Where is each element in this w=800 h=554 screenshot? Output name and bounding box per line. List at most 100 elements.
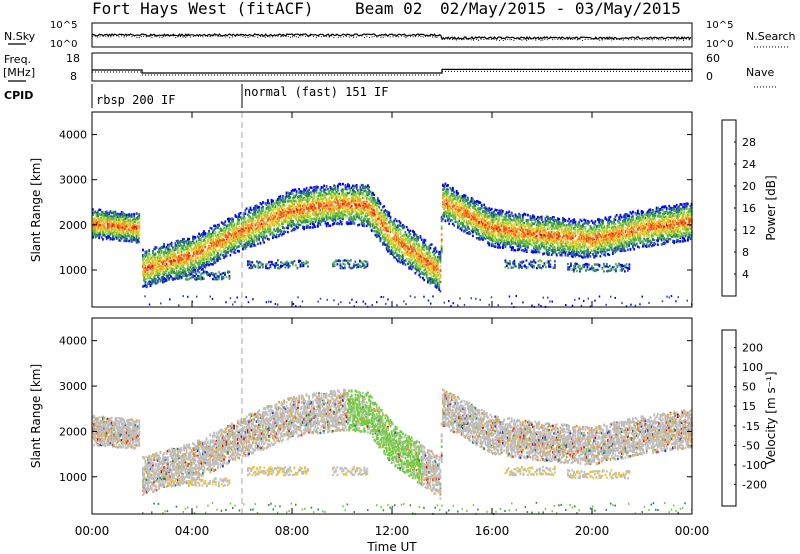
scatter-cell: [195, 236, 197, 238]
scatter-cell: [212, 235, 214, 237]
nsearch-tick-high: 10^5: [706, 20, 733, 31]
scatter-cell: [220, 254, 222, 256]
cpid-label: CPID: [4, 89, 33, 102]
scatter-cell: [131, 215, 133, 217]
scatter-cell: [157, 280, 159, 282]
scatter-cell: [181, 251, 183, 253]
scatter-cell: [136, 213, 138, 215]
scatter-cell: [146, 285, 148, 287]
scatter-cell: [138, 213, 140, 215]
scatter-cell: [146, 251, 148, 253]
scatter-cell: [145, 281, 147, 283]
scatter-cell: [101, 236, 103, 238]
scatter-cell: [218, 224, 220, 226]
power-scatter-cells: [92, 183, 693, 308]
scatter-cell: [207, 242, 209, 244]
date-range: 02/May/2015 - 03/May/2015: [440, 0, 681, 18]
scatter-cell: [188, 249, 190, 251]
scatter-cell: [138, 230, 140, 232]
station-title: Fort Hays West (fitACF): [92, 0, 314, 18]
scatter-cell: [126, 238, 128, 240]
scatter-cell: [156, 246, 158, 248]
scatter-cell: [172, 246, 174, 248]
scatter-cell: [142, 249, 144, 251]
noise-panel: N.Sky 10^5 10^0 10^5 10^0 N.Search: [4, 20, 796, 50]
scatter-cell: [103, 224, 105, 226]
scatter-cell: [168, 245, 170, 247]
scatter-cell: [196, 240, 198, 242]
freq-tick-low: 8: [70, 70, 77, 83]
freq-panel-frame: [92, 53, 692, 81]
scatter-cell: [160, 273, 162, 275]
scatter-cell: [166, 279, 168, 281]
scatter-cell: [152, 270, 154, 272]
nave-tick-low: 0: [706, 70, 713, 83]
scatter-cell: [202, 248, 204, 250]
scatter-cell: [138, 237, 140, 239]
cpid-mode-2: normal (fast) 151 IF: [244, 85, 389, 99]
scatter-cell: [205, 237, 207, 239]
freq-label: Freq.: [4, 53, 31, 66]
scatter-cell: [138, 216, 140, 218]
nave-label: Nave: [746, 66, 774, 79]
scatter-cell: [138, 225, 140, 227]
scatter-cell: [147, 269, 149, 271]
scatter-cell: [211, 227, 213, 229]
scatter-cell: [217, 253, 219, 255]
scatter-cell: [126, 227, 128, 229]
scatter-cell: [183, 238, 185, 240]
scatter-cell: [178, 251, 180, 253]
scatter-cell: [136, 225, 138, 227]
nsky-series-line: [92, 34, 691, 39]
scatter-cell: [166, 270, 168, 272]
scatter-cell: [133, 213, 135, 215]
nave-tick-high: 60: [706, 52, 720, 65]
nsky-tick-high: 10^5: [50, 20, 77, 31]
scatter-cell: [211, 254, 213, 256]
freq-unit: [MHz]: [3, 66, 35, 79]
scatter-cell: [181, 254, 183, 256]
scatter-cell: [221, 251, 223, 253]
scatter-cell: [108, 228, 110, 230]
scatter-cell: [227, 236, 229, 238]
scatter-cell: [215, 232, 217, 234]
scatter-cell: [163, 243, 165, 245]
scatter-cell: [120, 239, 122, 241]
scatter-cell: [162, 265, 164, 267]
cpid-panel: CPID rbsp 200 IF normal (fast) 151 IF: [4, 84, 389, 108]
scatter-cell: [100, 233, 102, 235]
scatter-cell: [138, 222, 140, 224]
scatter-cell: [155, 253, 157, 255]
scatter-cell: [113, 233, 115, 235]
nsearch-tick-low: 10^0: [706, 39, 733, 50]
scatter-cell: [108, 213, 110, 215]
radar-summary-plot: Fort Hays West (fitACF) Beam 02 02/May/2…: [0, 0, 800, 554]
scatter-cell: [175, 242, 177, 244]
nsearch-label: N.Search: [746, 30, 796, 43]
scatter-cell: [188, 238, 190, 240]
scatter-cell: [97, 230, 99, 232]
scatter-cell: [173, 251, 175, 253]
scatter-cell: [225, 231, 227, 233]
scatter-cell: [226, 244, 228, 246]
scatter-cell: [201, 238, 203, 240]
beam-label: Beam 02: [355, 0, 422, 18]
scatter-cell: [138, 241, 140, 243]
freq-panel: Freq. [MHz] 18 8 60 0 Nave: [3, 52, 778, 87]
scatter-cell: [102, 238, 104, 240]
scatter-cell: [192, 260, 194, 262]
freq-tick-high: 18: [66, 52, 80, 65]
nsky-label: N.Sky: [4, 30, 36, 43]
cpid-mode-1: rbsp 200 IF: [96, 93, 175, 107]
scatter-cell: [227, 251, 229, 253]
scatter-cell: [98, 237, 100, 239]
scatter-cell: [200, 262, 202, 264]
scatter-cell: [205, 246, 207, 248]
scatter-cell: [205, 240, 207, 242]
scatter-cell: [171, 244, 173, 246]
scatter-cell: [166, 263, 168, 265]
scatter-cell: [161, 257, 163, 259]
scatter-cell: [192, 255, 194, 257]
scatter-cell: [188, 252, 190, 254]
